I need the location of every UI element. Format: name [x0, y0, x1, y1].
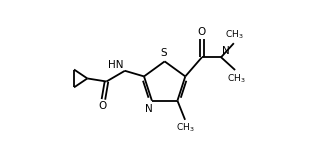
Text: S: S: [160, 48, 167, 58]
Text: N: N: [222, 46, 230, 56]
Text: N: N: [145, 105, 153, 115]
Text: O: O: [198, 27, 206, 37]
Text: CH$_3$: CH$_3$: [227, 72, 245, 85]
Text: HN: HN: [108, 59, 124, 70]
Text: CH$_3$: CH$_3$: [225, 29, 244, 41]
Text: O: O: [98, 101, 106, 111]
Text: CH$_3$: CH$_3$: [176, 122, 194, 134]
